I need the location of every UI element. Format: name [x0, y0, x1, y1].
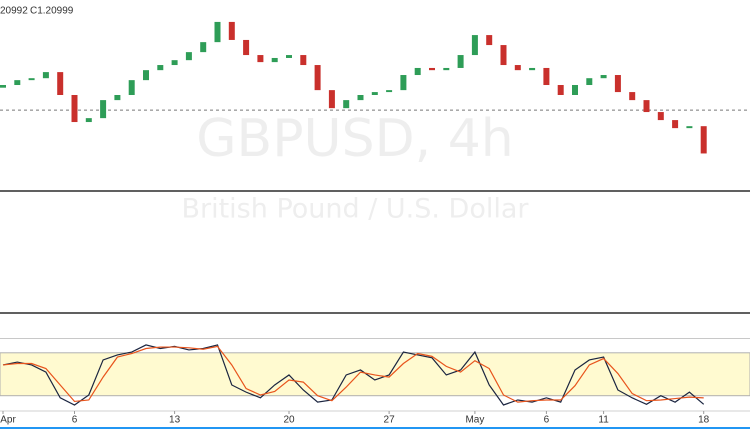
time-label: 27: [384, 415, 396, 426]
candle: [328, 90, 335, 109]
candle: [42, 72, 49, 79]
candle: [314, 65, 321, 91]
watermark-name: British Pound / U.S. Dollar: [181, 194, 529, 225]
candle: [14, 80, 21, 86]
candle: [414, 67, 421, 76]
candle: [157, 65, 164, 71]
candle: [243, 39, 250, 56]
candle: [514, 65, 521, 71]
candle: [457, 55, 464, 68]
watermark: GBPUSD, 4h British Pound / U.S. Dollar: [181, 109, 529, 225]
stochastic-line: [2, 344, 705, 406]
candle: [557, 85, 564, 95]
time-label: 11: [598, 415, 609, 426]
candle: [214, 21, 221, 43]
time-label: 18: [698, 415, 710, 426]
candle: [300, 55, 307, 66]
candle: [228, 21, 235, 40]
candle: [614, 75, 621, 93]
candle: [586, 78, 593, 86]
candle: [500, 45, 507, 66]
time-label: 6: [544, 415, 550, 426]
candle: [529, 67, 536, 71]
candle: [443, 67, 450, 71]
candle: [343, 100, 350, 109]
candle: [171, 60, 178, 66]
candle: [371, 92, 378, 95]
candle: [572, 85, 578, 95]
candle: [200, 42, 207, 53]
stochastic-line: [2, 345, 704, 403]
time-label: Apr: [0, 415, 16, 426]
candle: [400, 75, 407, 91]
candle: [128, 80, 135, 95]
candle: [85, 118, 92, 123]
candle: [700, 126, 707, 154]
candle: [286, 55, 292, 58]
candle: [28, 78, 35, 81]
ohlc-low: 20992: [0, 6, 28, 17]
candle: [543, 67, 550, 86]
candle: [471, 35, 478, 56]
candle: [114, 95, 121, 101]
candle: [486, 35, 493, 46]
candle: [657, 112, 664, 121]
candle: [386, 90, 393, 93]
candle: [71, 95, 78, 123]
candle: [271, 57, 278, 63]
candle: [257, 55, 264, 63]
candle: [185, 52, 192, 61]
candle: [100, 100, 107, 119]
candle: [600, 75, 607, 79]
candle: [429, 67, 435, 71]
candle: [143, 70, 149, 81]
overbought-oversold-band: [0, 352, 750, 397]
watermark-symbol: GBPUSD, 4h: [196, 109, 514, 169]
candle: [0, 85, 6, 88]
candle: [57, 72, 64, 95]
time-label: 20: [283, 415, 295, 426]
candle: [357, 95, 364, 101]
time-label: 13: [169, 415, 181, 426]
candle: [643, 100, 650, 113]
time-label: 6: [72, 415, 78, 426]
ohlc-close: C1.20999: [30, 6, 74, 17]
candle: [686, 126, 693, 129]
candle: [629, 92, 636, 101]
time-label: May: [465, 415, 484, 426]
candle: [672, 120, 679, 129]
